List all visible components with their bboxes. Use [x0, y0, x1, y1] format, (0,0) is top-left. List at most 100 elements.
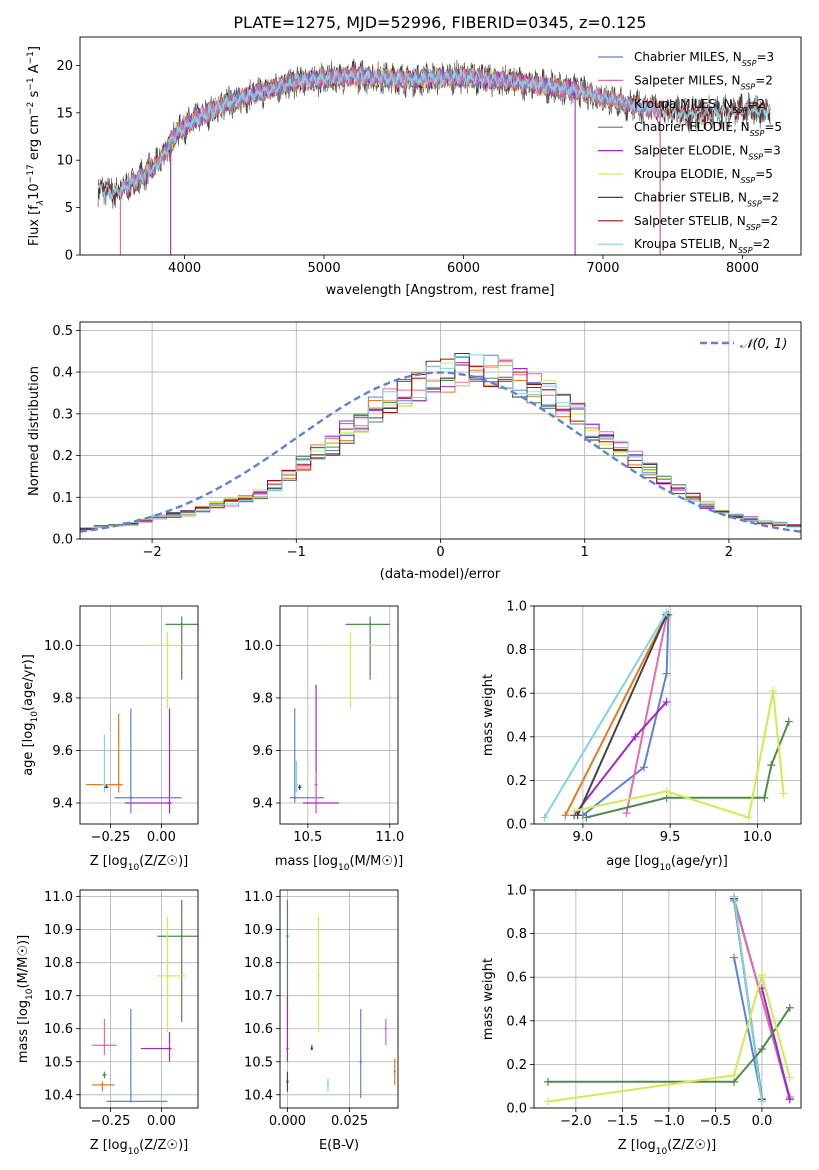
data-point: [166, 974, 169, 978]
panel-residuals: −2 −1 0 1 2 0.0 0.1 0.2 0.3 0.4 0.5 𝒩(0, 1) (data-mo…: [27, 321, 802, 582]
x-tick-label: −1.5: [607, 1114, 639, 1129]
data-point: [180, 623, 183, 626]
weight-marker: [662, 669, 671, 678]
x-tick-label: 5000: [308, 261, 341, 276]
spectrum-series: [97, 67, 771, 199]
data-point: [286, 1080, 289, 1083]
weight-marker: [662, 697, 671, 706]
x-tick-label: 0: [436, 545, 444, 560]
weight-marker: [662, 787, 671, 796]
weight-marker: [639, 763, 648, 772]
weight-marker: [760, 793, 769, 802]
y-tick-label: 10.5: [44, 1055, 73, 1070]
y-tick-label: 5: [65, 201, 73, 216]
weight-marker: [785, 1095, 794, 1104]
weight-marker: [622, 809, 631, 818]
plot-area: [86, 616, 198, 814]
weight-marker: [543, 1097, 552, 1106]
data-point: [101, 1083, 104, 1087]
x-tick-label: 8000: [726, 261, 759, 276]
x-tick-label: 0.00: [147, 1114, 176, 1129]
y-tick-label: 10.9: [44, 923, 73, 938]
data-point: [326, 1083, 330, 1087]
weight-series: [543, 611, 668, 819]
weight-marker: [582, 813, 591, 822]
data-point: [117, 783, 120, 786]
panel-Z-weight: −2.0 −1.5 −1.0 −0.5 0.0 0.0 0.2 0.4 0.6 0.8 1.0 Z […: [481, 884, 802, 1157]
x-tick-label: 0.000: [269, 1114, 306, 1129]
weight-marker: [784, 717, 793, 726]
y-tick-label: 10.5: [244, 1055, 273, 1070]
legend-entry: Chabrier MILES, NSSP=3: [634, 50, 774, 68]
y-tick-label: 10.6: [244, 1022, 273, 1037]
weight-marker: [730, 1071, 739, 1080]
legend-entry: Kroupa MILES, NSSP=2: [634, 97, 765, 115]
weight-marker: [767, 761, 776, 770]
axes-frame: [79, 321, 802, 540]
x-axis-label: Z [log10(Z/Z☉)]: [618, 1138, 716, 1157]
plot-area: [92, 899, 198, 1103]
plot-area: [543, 892, 794, 1106]
weight-marker: [785, 1073, 794, 1082]
weight-marker: [730, 953, 739, 962]
x-tick-label: −1: [287, 545, 306, 560]
histogram-series: [80, 353, 801, 531]
spectrum-series: [120, 65, 661, 201]
data-point: [129, 1100, 133, 1103]
x-tick-label: −0.25: [91, 1114, 131, 1129]
x-tick-label: 9.5: [660, 830, 681, 845]
plot-area: [286, 899, 396, 1099]
y-axis-label: age [log10(age/yr)]: [21, 654, 40, 776]
y-tick-label: 10.8: [244, 956, 273, 971]
data-point: [286, 935, 289, 938]
axes-frame: [79, 605, 199, 825]
y-tick-label: 0.3: [52, 407, 73, 422]
data-point: [295, 783, 298, 786]
y-tick-label: 0.4: [506, 1014, 527, 1029]
axes-frame: [279, 889, 399, 1109]
weight-series: [760, 987, 791, 1100]
figure-title: PLATE=1275, MJD=52996, FIBERID=0345, z=0…: [233, 13, 646, 32]
data-point: [129, 796, 133, 799]
y-tick-label: 10.6: [44, 1022, 73, 1037]
legend-entry: Chabrier STELIB, NSSP=2: [634, 190, 779, 208]
x-axis-label: age [log10(age/yr)]: [606, 854, 728, 873]
weight-series: [547, 971, 791, 1103]
data-point: [180, 935, 183, 938]
data-point: [317, 974, 320, 978]
y-tick-label: 11.0: [44, 890, 73, 905]
data-point: [166, 644, 169, 647]
weight-marker: [757, 1097, 766, 1106]
weight-marker: [757, 1045, 766, 1054]
y-axis-label: mass weight: [481, 674, 496, 756]
y-tick-label: 9.4: [252, 796, 273, 811]
weight-marker: [631, 732, 640, 741]
weight-marker: [744, 813, 753, 822]
x-tick-label: 0.025: [331, 1114, 368, 1129]
data-point: [293, 796, 296, 799]
y-tick-label: 10.4: [244, 1088, 273, 1103]
data-point: [310, 1047, 313, 1050]
x-axis-label: Z [log10(Z/Z☉)]: [90, 1138, 188, 1157]
panel-Z-mass: −0.25 0.00 10.4 10.5 10.6 10.7 10.8 10.9 11.0 Z […: [16, 889, 199, 1157]
data-point: [298, 786, 301, 789]
y-tick-label: 11.0: [244, 890, 273, 905]
x-tick-label: 10.0: [743, 830, 772, 845]
y-axis-label: Flux [fλ10−17 erg cm−2 s−1 A−1]: [26, 46, 46, 246]
legend-entry: Kroupa STELIB, NSSP=2: [634, 237, 770, 255]
legend-entry: Chabrier ELODIE, NSSP=5: [634, 120, 782, 138]
plot-area: [289, 616, 390, 814]
weight-marker: [769, 687, 778, 696]
legend-entry: Salpeter STELIB, NSSP=2: [634, 214, 778, 232]
weight-series: [625, 616, 668, 814]
y-tick-label: 9.8: [52, 691, 73, 706]
weight-series: [582, 614, 670, 817]
weight-marker: [785, 1003, 794, 1012]
weight-marker: [573, 811, 582, 820]
y-tick-label: 15: [56, 106, 73, 121]
plot-area: [97, 58, 771, 255]
y-tick-label: 9.6: [52, 744, 73, 759]
weight-series: [576, 614, 668, 816]
data-point: [103, 783, 106, 786]
y-tick-label: 0.5: [52, 324, 73, 339]
